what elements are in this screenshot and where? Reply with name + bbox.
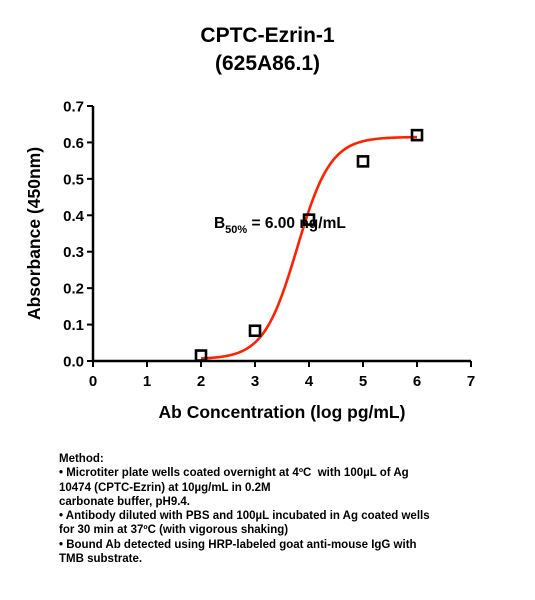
data-point: [194, 349, 208, 362]
y-tick-label: 0.3: [63, 244, 84, 261]
method-section: Method: • Microtiter plate wells coated …: [59, 452, 529, 566]
y-tick-label: 0.4: [63, 208, 85, 225]
x-tick-label: 6: [413, 373, 421, 390]
method-line: • Microtiter plate wells coated overnigh…: [59, 467, 409, 480]
method-heading: Method:: [59, 453, 104, 465]
x-tick-label: 3: [251, 373, 259, 390]
y-tick-label: 0.6: [63, 135, 84, 152]
x-tick-label: 2: [197, 373, 205, 390]
fit-curve: [200, 135, 418, 360]
y-tick-label: 0.2: [63, 281, 84, 298]
method-line: TMB substrate.: [59, 553, 143, 566]
method-line: • Bound Ab detected using HRP-labeled go…: [59, 538, 417, 551]
method-line: for 30 min at 37ºC (with vigorous shakin…: [59, 524, 289, 537]
chart-plot: 0 1 2 3 4 5 6 7 0.0 0.1 0.2 0.3 0.4 0.5 0.6 0.7 Ab Conce…: [24, 99, 475, 423]
x-axis-label: Ab Concentration (log pg/mL): [159, 402, 406, 422]
x-tick-label: 4: [305, 373, 314, 390]
chart-title: CPTC-Ezrin-1: [200, 24, 335, 47]
x-tick-label: 1: [143, 373, 151, 390]
data-point: [248, 324, 262, 338]
y-axis-label: Absorbance (450nm): [24, 147, 44, 320]
y-tick-label: 0.5: [63, 171, 84, 188]
data-point: [410, 128, 424, 142]
method-line: 10474 (CPTC-Ezrin) at 10µg/mL in 0.2M: [59, 481, 271, 494]
chart-subtitle: (625A86.1): [214, 52, 321, 75]
method-line: • Antibody diluted with PBS and 100µL in…: [59, 510, 430, 523]
y-tick-label: 0.0: [63, 354, 84, 371]
b50-annotation: B50% = 6.00 ng/mL: [214, 215, 346, 236]
y-tick-label: 0.1: [63, 317, 84, 334]
x-tick-label: 7: [467, 373, 475, 390]
method-line: carbonate buffer, pH9.4.: [59, 495, 191, 508]
data-point: [302, 213, 316, 226]
x-tick-label: 0: [89, 373, 97, 390]
x-tick-label: 5: [359, 373, 367, 390]
y-tick-label: 0.7: [63, 99, 84, 116]
data-point: [356, 155, 370, 168]
